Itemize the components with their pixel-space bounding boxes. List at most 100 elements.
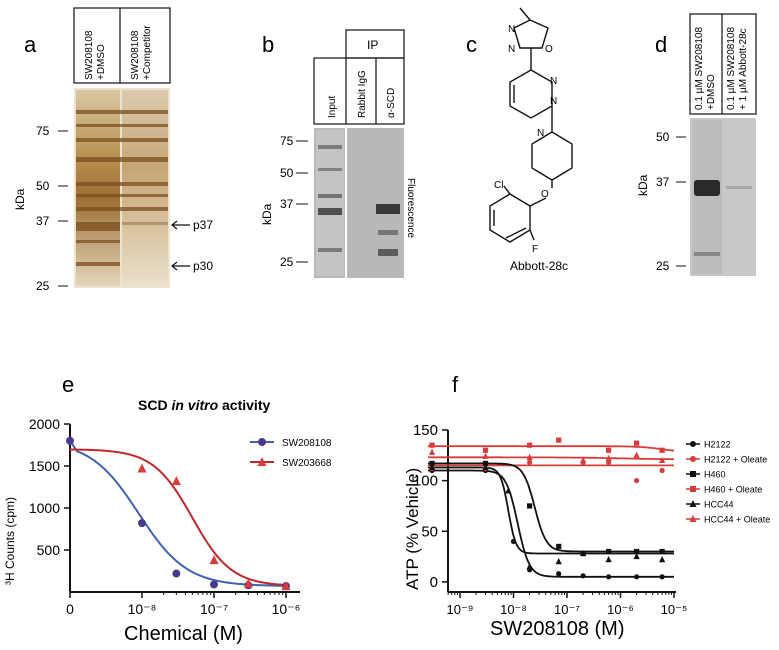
lane-label-d-2: 0.1 µM SW208108 + 1 µM Abbott-28c xyxy=(726,24,749,110)
fit-curve-h2122 xyxy=(427,469,674,578)
kda-label-a: kDa xyxy=(13,188,27,210)
legend-marker xyxy=(257,457,267,466)
kda-label-b: kDa xyxy=(260,203,274,225)
atom-n-3: N xyxy=(550,76,557,87)
lane-label-b-input: Input xyxy=(327,96,338,118)
marker-d-25: 25 xyxy=(656,259,670,273)
kda-label-d: kDa xyxy=(636,174,650,196)
panel-letter-e: e xyxy=(62,372,74,397)
atom-cl: Cl xyxy=(494,180,503,191)
chart-e-title-part2: in vitro xyxy=(171,397,218,413)
panel-c: c N N O N N xyxy=(466,7,573,273)
panel-f: f 0 50 100 150 10⁻⁹ 10⁻⁸ 10⁻⁷ 10⁻⁶ 10⁻⁵ ATP (% … xyxy=(403,372,770,640)
lane-label-d-1: 0.1 µM SW208108 +DMSO xyxy=(694,24,717,110)
legend-label: SW208108 xyxy=(282,438,332,449)
legend-marker xyxy=(689,515,697,522)
gel-lane-a-2 xyxy=(122,90,168,286)
point-sw208108 xyxy=(66,436,74,445)
legend-label: H2122 + Oleate xyxy=(704,455,767,465)
point-h2122-oleate xyxy=(659,467,665,474)
point-h2122-oleate xyxy=(634,478,640,484)
panel-b: b IP Input Rabbit IgG α-SCD 75 50 37 25 … xyxy=(260,29,416,278)
point-h460 xyxy=(482,460,489,467)
marker-ticks-b xyxy=(296,140,308,263)
point-h2122 xyxy=(510,538,517,544)
point-h460-oleate xyxy=(634,440,640,446)
lane-label-d-2-line2: + 1 µM Abbott-28c xyxy=(738,28,749,110)
blot-bands-b xyxy=(318,145,400,256)
chart-e-points xyxy=(66,436,291,591)
compound-name: Abbott-28c xyxy=(510,259,568,273)
chart-f-axes xyxy=(447,430,676,593)
atom-n-1: N xyxy=(508,24,515,35)
point-hcc44 xyxy=(526,563,533,570)
marker-a-50: 50 xyxy=(36,179,50,193)
point-h460 xyxy=(429,460,435,467)
legend-label: H460 xyxy=(704,470,726,480)
arrow-p30 xyxy=(171,261,190,271)
x-tick-label: 10⁻⁷ xyxy=(200,601,228,617)
lane-label-a-2-line1: SW208108 xyxy=(130,30,141,80)
y-tick-label: 500 xyxy=(37,542,61,558)
panel-d: d 0.1 µM SW208108 +DMSO 0.1 µM SW208108 … xyxy=(636,13,757,276)
point-sw208108 xyxy=(172,569,181,578)
panel-letter-f: f xyxy=(452,372,459,397)
legend-marker xyxy=(690,441,696,447)
chart-f-curves xyxy=(427,445,675,578)
atom-n-5: N xyxy=(537,128,544,139)
point-hcc44-oleate xyxy=(633,451,640,458)
point-sw203668 xyxy=(243,578,253,588)
fit-curve-hcc44-oleate xyxy=(427,456,674,461)
point-hcc44-oleate xyxy=(580,456,587,463)
y-tick-label: 100 xyxy=(413,473,438,490)
chart-e-ylabel: ³H Counts (cpm) xyxy=(3,497,17,585)
marker-a-75: 75 xyxy=(36,124,50,138)
blot-lane-b-1 xyxy=(316,130,344,276)
point-h2122 xyxy=(606,574,612,580)
fit-curve-h460-oleate xyxy=(427,445,675,452)
marker-d-50: 50 xyxy=(656,130,670,144)
panel-letter-b: b xyxy=(262,32,274,57)
point-h460-oleate xyxy=(429,442,435,448)
point-hcc44 xyxy=(428,463,436,471)
y-tick-label: 1500 xyxy=(29,458,60,474)
point-sw203668 xyxy=(137,463,147,473)
point-hcc44-oleate xyxy=(659,456,666,463)
panel-letter-d: d xyxy=(655,32,667,57)
chart-e-x-ticks: 0 10⁻⁸ 10⁻⁷ 10⁻⁶ xyxy=(66,592,300,617)
marker-b-37: 37 xyxy=(280,197,294,211)
marker-d-37: 37 xyxy=(656,175,670,189)
lane-label-a-1-line2: +DMSO xyxy=(96,44,107,80)
atom-n-2: N xyxy=(508,44,515,55)
point-h460-oleate xyxy=(527,442,533,448)
point-h460 xyxy=(606,548,612,555)
point-h460-oleate xyxy=(482,447,489,453)
atom-o-ether: O xyxy=(541,189,549,200)
lane-label-a-2-line2: +Competitor xyxy=(142,25,153,80)
point-h2122-oleate xyxy=(527,459,533,465)
arrow-label-p30: p30 xyxy=(193,259,213,273)
ip-label: IP xyxy=(367,38,378,52)
point-hcc44-oleate xyxy=(526,453,533,460)
chart-e-title-part3: activity xyxy=(218,397,270,413)
point-h2122 xyxy=(634,574,640,580)
arrow-p37 xyxy=(171,220,190,230)
point-hcc44 xyxy=(555,558,562,565)
lane-label-d-2-line1: 0.1 µM SW208108 xyxy=(726,27,737,110)
point-h2122 xyxy=(556,571,562,577)
chart-e-xlabel: Chemical (M) xyxy=(124,623,243,645)
point-h460 xyxy=(556,543,562,550)
point-hcc44-oleate xyxy=(428,448,436,455)
point-h2122 xyxy=(580,573,586,579)
y-tick-label: 2000 xyxy=(29,416,60,432)
marker-b-75: 75 xyxy=(280,134,294,148)
lane-label-b-igg: Rabbit IgG xyxy=(357,70,368,118)
panel-a: a SW208108 +DMSO SW208108 +Competitor 75… xyxy=(13,7,213,293)
point-h460 xyxy=(659,548,665,555)
x-tick-label: 0 xyxy=(66,601,74,617)
panel-letter-c: c xyxy=(466,32,477,57)
point-hcc44 xyxy=(482,463,489,471)
legend-label: HCC44 xyxy=(704,500,734,510)
gel-lane-a-1 xyxy=(76,90,120,286)
